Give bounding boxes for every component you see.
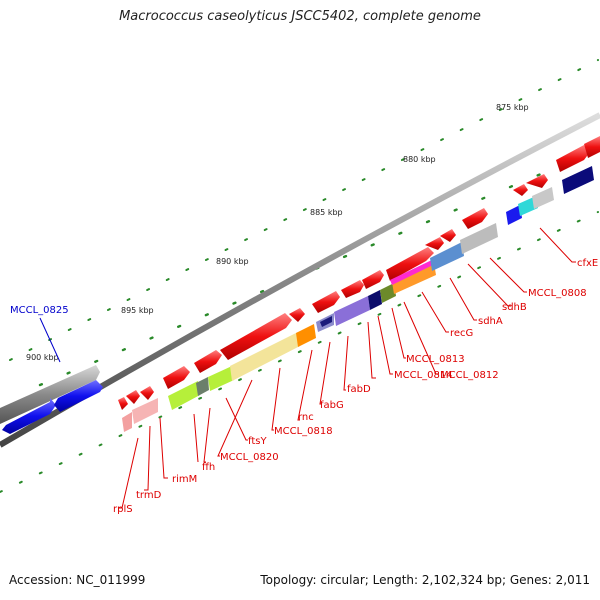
tick-890: 890 kbp	[216, 257, 249, 266]
topology-label: Topology: circular; Length: 2,102,324 bp…	[260, 573, 590, 587]
category-track	[122, 166, 594, 432]
gene-label-sdhB: sdhB	[502, 302, 527, 313]
tick-875: 875 kbp	[496, 103, 529, 112]
accession-label: Accession: NC_011999	[9, 573, 146, 587]
gene-label-MCCL_0814: MCCL_0814	[394, 370, 453, 381]
gene-label-cfxE: cfxE	[577, 258, 598, 269]
gene-label-fabD: fabD	[347, 384, 371, 395]
gene-label-MCCL_0812: MCCL_0812	[440, 370, 499, 381]
gene-label-MCCL_0813: MCCL_0813	[406, 354, 465, 365]
tick-895: 895 kbp	[121, 306, 154, 315]
gene-label-rplS: rplS	[113, 504, 133, 515]
gene-gray-left	[0, 365, 100, 424]
gene-label-rnc: rnc	[298, 412, 314, 423]
gene-label-MCCL_0825: MCCL_0825	[10, 305, 69, 316]
gene-label-ffh: ffh	[202, 462, 215, 473]
gene-label-rimM: rimM	[172, 474, 197, 485]
gene-label-fabG: fabG	[320, 400, 344, 411]
leader-lines	[118, 227, 576, 509]
leader-line-mccl0825	[39, 317, 61, 363]
gene-label-recG: recG	[450, 328, 473, 339]
tick-885: 885 kbp	[310, 208, 343, 217]
gene-label-MCCL_0818: MCCL_0818	[274, 426, 333, 437]
gene-label-trmD: trmD	[136, 490, 162, 501]
gene-label-ftsY: ftsY	[248, 436, 267, 447]
gene-blue-mccl0825	[2, 380, 103, 434]
gene-label-sdhA: sdhA	[478, 316, 503, 327]
map-title: Macrococcus caseolyticus JSCC5402, compl…	[119, 9, 481, 24]
tick-900: 900 kbp	[26, 353, 59, 362]
tick-880: 880 kbp	[403, 155, 436, 164]
gene-label-MCCL_0808: MCCL_0808	[528, 288, 587, 299]
forward-genes	[118, 136, 600, 410]
gene-label-MCCL_0820: MCCL_0820	[220, 452, 279, 463]
